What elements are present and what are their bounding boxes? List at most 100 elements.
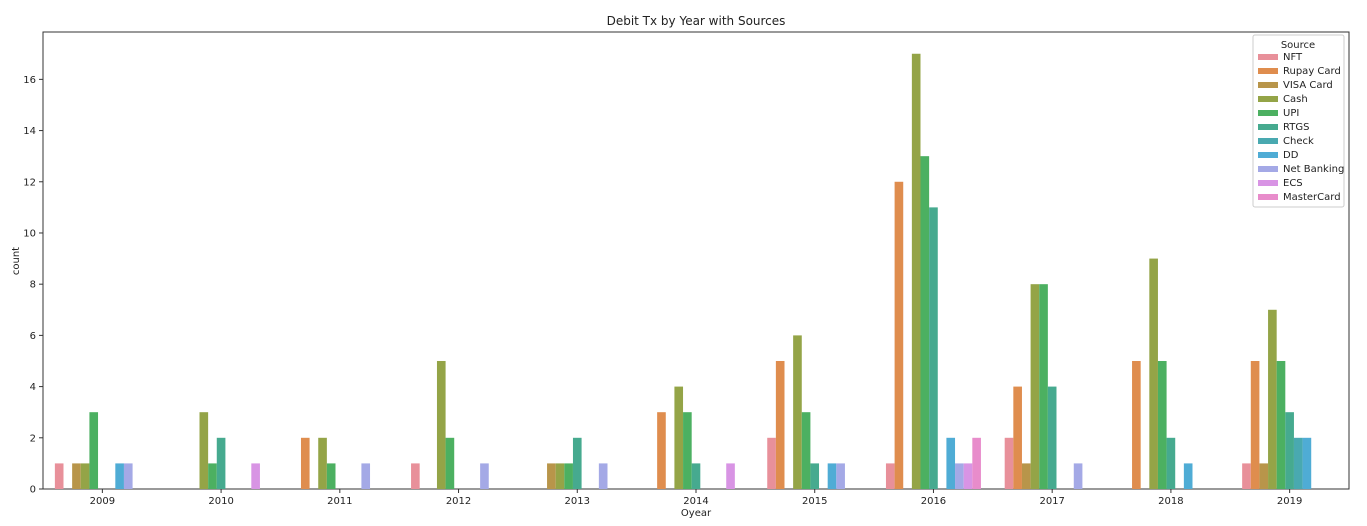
bar-2018-upi <box>1157 360 1167 489</box>
bar-2014-cash <box>674 386 684 489</box>
bar-2011-cash <box>318 437 327 489</box>
x-tick-label: 2011 <box>327 496 352 507</box>
bar-2015-dd <box>827 463 837 489</box>
bar-2014-ecs <box>726 463 735 489</box>
bar-2016-cash <box>911 53 921 489</box>
y-tick-label: 10 <box>23 228 36 239</box>
y-tick-label: 2 <box>30 433 36 444</box>
legend-entry-nft: NFT <box>1283 52 1303 63</box>
bar-2017-cash <box>1030 284 1040 489</box>
legend-swatch-rupay-card <box>1258 68 1278 74</box>
y-tick-label: 14 <box>23 126 36 137</box>
x-tick-label: 2010 <box>208 496 233 507</box>
bar-2016-dd <box>946 437 956 489</box>
bar-2019-cash <box>1268 309 1277 489</box>
bar-2018-dd <box>1183 463 1193 489</box>
legend-entry-mastercard: MasterCard <box>1283 192 1341 203</box>
bar-2012-net-banking <box>480 463 489 489</box>
bar-2013-visa-card <box>547 463 556 489</box>
bar-2009-cash <box>80 463 90 489</box>
legend-entry-cash: Cash <box>1283 94 1308 105</box>
x-tick-label: 2009 <box>90 496 115 507</box>
bar-2015-cash <box>793 335 802 489</box>
bar-2019-visa-card <box>1259 463 1269 489</box>
bar-2016-net-banking <box>955 463 964 489</box>
legend-box <box>1252 34 1345 208</box>
y-tick-label: 16 <box>23 75 36 86</box>
bar-2019-rtgs <box>1285 412 1294 489</box>
bar-2015-nft <box>767 437 776 489</box>
legend-entry-visa-card: VISA Card <box>1283 80 1333 91</box>
bar-2016-rupay-card <box>894 181 904 489</box>
bar-2017-rupay-card <box>1013 386 1022 489</box>
bar-2018-cash <box>1149 258 1158 489</box>
x-tick-label: 2015 <box>802 496 827 507</box>
bar-2018-rupay-card <box>1132 360 1141 489</box>
legend-swatch-mastercard <box>1258 194 1278 200</box>
legend-entry-upi: UPI <box>1283 108 1299 119</box>
bar-2015-rupay-card <box>775 360 785 489</box>
legend-swatch-ecs <box>1258 180 1278 186</box>
y-tick-label: 6 <box>30 331 36 342</box>
bar-2019-upi <box>1276 360 1286 489</box>
bar-2014-rtgs <box>691 463 701 489</box>
legend-swatch-nft <box>1258 54 1278 60</box>
y-tick-label: 8 <box>30 280 36 291</box>
y-axis: 0 2 4 6 8 10 12 14 16 <box>23 75 43 496</box>
legend-swatch-upi <box>1258 110 1278 116</box>
x-tick-label: 2016 <box>921 496 946 507</box>
legend-entry-rupay-card: Rupay Card <box>1283 66 1341 77</box>
bar-2016-nft <box>885 463 895 489</box>
bar-2014-upi <box>683 412 692 489</box>
x-tick-label: 2012 <box>446 496 471 507</box>
bar-2009-net-banking <box>123 463 133 489</box>
bar-2017-nft <box>1004 437 1014 489</box>
bar-2019-nft <box>1242 463 1251 489</box>
bar-2015-upi <box>801 412 811 489</box>
y-tick-label: 0 <box>30 485 36 496</box>
bar-2012-nft <box>411 463 420 489</box>
bar-2009-upi <box>89 412 99 489</box>
bar-2016-ecs <box>963 463 973 489</box>
bar-2017-upi <box>1039 284 1048 489</box>
bar-2016-rtgs <box>929 207 938 489</box>
bar-2013-net-banking <box>598 463 608 489</box>
legend-swatch-rtgs <box>1258 124 1278 130</box>
legend-entry-ecs: ECS <box>1283 178 1303 189</box>
bar-2009-dd <box>115 463 124 489</box>
bar-2017-visa-card <box>1021 463 1031 489</box>
bar-2010-rtgs <box>216 437 226 489</box>
bar-2019-dd <box>1302 437 1312 489</box>
x-tick-label: 2019 <box>1277 496 1302 507</box>
legend-swatch-cash <box>1258 96 1278 102</box>
y-axis-label: count <box>11 247 22 275</box>
bar-2017-net-banking <box>1073 463 1083 489</box>
legend-swatch-visa-card <box>1258 82 1278 88</box>
legend-entry-rtgs: RTGS <box>1283 122 1309 133</box>
bar-2013-cash <box>555 463 565 489</box>
x-tick-label: 2014 <box>683 496 708 507</box>
bar-2011-net-banking <box>361 463 371 489</box>
bars-layer <box>54 53 1312 490</box>
bar-2015-net-banking <box>836 463 845 489</box>
bar-2017-rtgs <box>1047 386 1057 489</box>
legend-entry-net-banking: Net Banking <box>1283 164 1344 175</box>
bar-2016-mastercard <box>972 437 981 489</box>
bar-2010-ecs <box>251 463 260 489</box>
bar-2019-rupay-card <box>1250 360 1260 489</box>
bar-2010-upi <box>208 463 217 489</box>
bar-2014-rupay-card <box>657 412 666 489</box>
legend-swatch-check <box>1258 138 1278 144</box>
y-tick-label: 4 <box>30 382 36 393</box>
bar-2013-rtgs <box>572 437 582 489</box>
legend-swatch-dd <box>1258 152 1278 158</box>
legend: Source NFT Rupay Card VISA Card Cash UPI RTGS… <box>1252 34 1345 208</box>
bar-2011-upi <box>326 463 336 489</box>
bar-2016-upi <box>920 156 930 490</box>
chart-title: Debit Tx by Year with Sources <box>607 14 786 28</box>
legend-title: Source <box>1281 40 1315 51</box>
bar-2019-check <box>1293 437 1303 489</box>
bar-2011-rupay-card <box>300 437 310 489</box>
legend-entry-check: Check <box>1283 136 1314 147</box>
